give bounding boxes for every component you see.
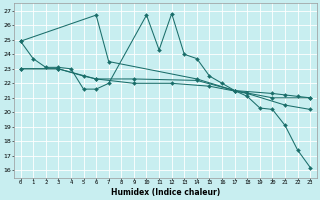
X-axis label: Humidex (Indice chaleur): Humidex (Indice chaleur)	[111, 188, 220, 197]
